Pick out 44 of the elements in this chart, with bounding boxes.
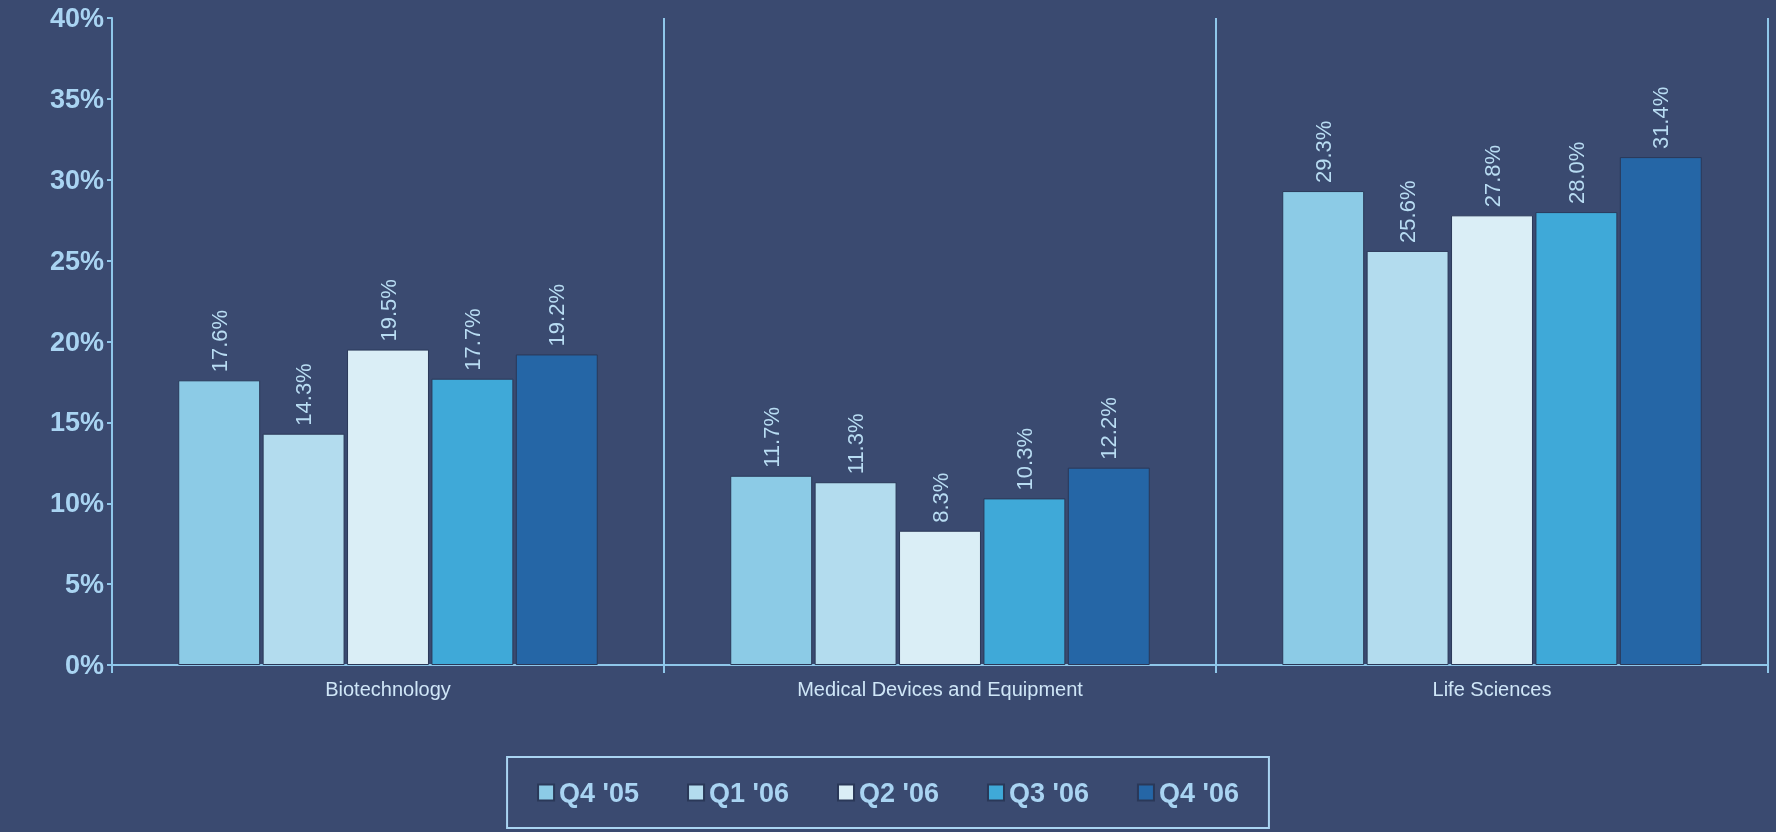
data-label: 12.2%: [1096, 397, 1122, 460]
data-label: 10.3%: [1011, 428, 1037, 491]
y-tick-label: 40%: [49, 3, 104, 33]
y-tick-label: 10%: [49, 488, 104, 519]
data-label: 19.5%: [375, 279, 401, 342]
legend-label: Q2 '06: [859, 777, 939, 808]
data-label: 19.2%: [544, 284, 570, 347]
bar: [262, 433, 345, 665]
bar: [814, 482, 897, 665]
bar: [1619, 157, 1702, 665]
legend-label: Q3 '06: [1008, 777, 1089, 808]
y-tick-label: 0%: [64, 650, 104, 680]
y-tick-label: 25%: [49, 245, 104, 276]
data-label: 28.0%: [1563, 141, 1589, 205]
bar: [1366, 250, 1449, 665]
y-tick-label: 30%: [49, 164, 104, 195]
bar: [347, 349, 429, 665]
bar: [1067, 467, 1150, 665]
bar: [983, 498, 1066, 665]
data-label: 29.3%: [1310, 120, 1336, 184]
bar: [431, 378, 514, 665]
x-tick-label: Life Sciences: [1432, 678, 1552, 700]
bar: [515, 354, 598, 665]
data-label: 11.7%: [758, 407, 784, 468]
legend-label: Q4 '05: [559, 777, 640, 808]
y-tick-label: 15%: [49, 407, 104, 438]
data-label: 27.8%: [1479, 144, 1505, 208]
data-label: 11.3%: [843, 413, 869, 475]
x-tick-label: Biotechnology: [325, 678, 451, 700]
y-tick-label: 5%: [64, 569, 104, 600]
data-label: 25.6%: [1395, 180, 1421, 243]
data-label: 14.3%: [291, 363, 317, 426]
bar: [1535, 212, 1618, 665]
data-label: 17.7%: [459, 308, 485, 371]
data-label: 17.6%: [206, 309, 232, 373]
x-tick-label: Medical Devices and Equipment: [797, 678, 1084, 700]
legend-label: Q4 '06: [1158, 777, 1239, 808]
legend-label: Q1 '06: [709, 777, 790, 808]
data-label: 31.4%: [1648, 86, 1674, 150]
bar: [899, 530, 981, 665]
data-label: 8.3%: [927, 472, 953, 523]
bar: [1451, 215, 1533, 665]
y-tick-label: 35%: [49, 83, 104, 114]
y-tick-label: 20%: [49, 326, 104, 357]
